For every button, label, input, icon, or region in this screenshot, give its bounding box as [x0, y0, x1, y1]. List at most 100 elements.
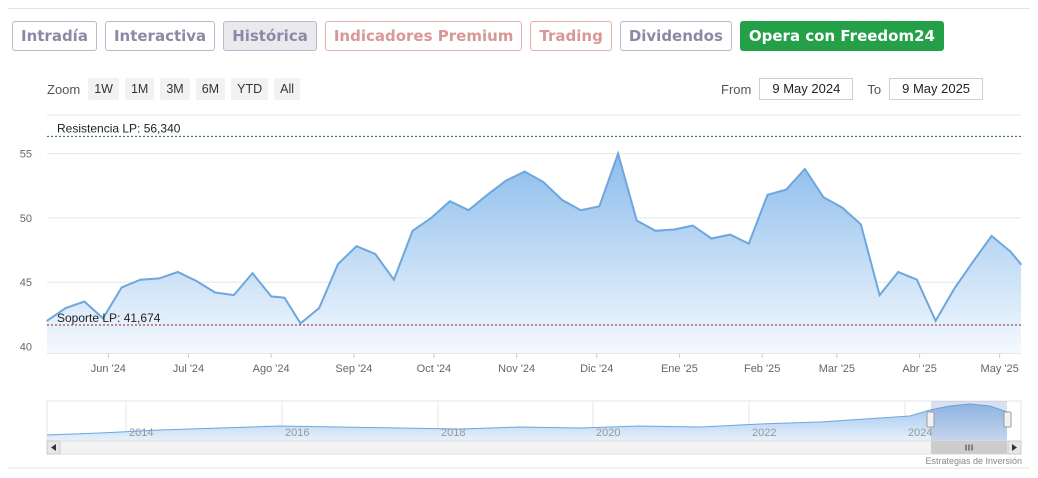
x-tick-label: Sep '24: [335, 363, 372, 375]
price-point: [195, 280, 198, 282]
price-point: [953, 287, 956, 290]
arrow-right-icon: [1012, 444, 1017, 451]
price-points: [46, 152, 1022, 325]
price-point: [897, 271, 900, 273]
zoom-1w-button[interactable]: 1W: [88, 78, 119, 100]
price-point: [822, 196, 825, 199]
price-point: [120, 286, 123, 289]
navigator-year-label: 2022: [752, 427, 776, 439]
grip-icon: [965, 444, 973, 451]
zoom-1m-button[interactable]: 1M: [124, 78, 155, 100]
price-point: [841, 206, 844, 209]
y-tick-label: 50: [20, 213, 32, 225]
x-tick-label: Ene '25: [661, 363, 698, 375]
price-point: [83, 300, 86, 303]
navigator-year-label: 2016: [285, 427, 309, 439]
price-point: [64, 307, 67, 309]
price-point: [1020, 263, 1022, 266]
price-point: [542, 181, 545, 183]
credit-text: Estrategias de Inversión: [925, 456, 1022, 466]
price-point: [785, 188, 787, 191]
tab-histórica[interactable]: Histórica: [223, 21, 317, 51]
date-range: From 9 May 2024 To 9 May 2025: [721, 78, 984, 100]
zoom-ytd-button[interactable]: YTD: [231, 78, 269, 100]
x-tick-label: Oct '24: [417, 363, 452, 375]
to-label: To: [867, 81, 882, 97]
navigator-year-label: 2024: [908, 427, 932, 439]
x-axis: Jun '24 Jul '24 Ago '24 Sep '24 Oct '24 Nov '…: [91, 353, 1019, 375]
navigator-line: [46, 403, 1008, 436]
y-tick-label: 55: [20, 149, 32, 161]
price-point: [878, 294, 881, 296]
price-point: [990, 235, 993, 237]
price-point: [46, 320, 48, 322]
price-point: [232, 294, 235, 296]
top-divider: [8, 8, 1030, 9]
support-label: Soporte LP: 41,674: [57, 311, 161, 325]
y-tick-label: 45: [20, 277, 32, 289]
tab-dividendos[interactable]: Dividendos: [619, 21, 732, 51]
price-point: [139, 278, 142, 281]
x-tick-label: Dic '24: [580, 363, 613, 375]
price-point: [337, 263, 339, 266]
price-point: [318, 307, 320, 309]
navigator-right-handle[interactable]: [1003, 411, 1012, 428]
navigator-year-label: 2014: [129, 427, 153, 439]
zoom-6m-button[interactable]: 6M: [195, 78, 226, 100]
price-point: [617, 152, 619, 155]
price-point: [523, 170, 526, 173]
price-point: [804, 168, 806, 170]
price-point: [283, 296, 286, 299]
price-point: [270, 295, 272, 298]
price-point: [467, 209, 470, 211]
price-point: [748, 242, 750, 245]
price-point: [1009, 250, 1012, 253]
tab-indicadores-premium[interactable]: Indicadores Premium: [324, 21, 523, 51]
price-point: [860, 223, 862, 226]
x-tick-label: May '25: [981, 363, 1019, 375]
price-point: [430, 217, 433, 219]
to-date-input[interactable]: 9 May 2025: [889, 78, 984, 100]
price-point: [355, 245, 358, 248]
tab-intradía[interactable]: Intradía: [12, 21, 97, 51]
navigator-area: [47, 404, 1007, 441]
x-tick-label: Jun '24: [91, 363, 126, 375]
zoom-3m-button[interactable]: 3M: [160, 78, 190, 100]
zoom-label: Zoom: [47, 81, 81, 97]
price-point: [673, 228, 675, 231]
from-label: From: [721, 81, 752, 97]
x-tick-label: Abr '25: [902, 363, 937, 375]
price-point: [449, 200, 451, 202]
tab-opera-con-freedom24[interactable]: Opera con Freedom24: [739, 21, 944, 51]
resistance-label: Resistencia LP: 56,340: [57, 121, 181, 135]
price-point: [374, 253, 377, 255]
y-axis: 40 45 50 55: [20, 149, 32, 354]
x-tick-label: Ago '24: [253, 363, 290, 375]
chart-tabs: Intradía Interactiva Histórica Indicadores …: [12, 21, 944, 51]
price-point: [505, 179, 507, 182]
price-point: [486, 193, 489, 196]
navigator-selection[interactable]: [931, 401, 1007, 441]
navigator-year-label: 2020: [596, 427, 620, 439]
price-point: [691, 224, 694, 227]
price-point: [654, 229, 657, 232]
price-point: [729, 233, 731, 236]
from-date-input[interactable]: 9 May 2024: [759, 78, 854, 100]
tab-interactiva[interactable]: Interactiva: [104, 21, 216, 51]
price-point: [972, 260, 974, 263]
zoom-all-button[interactable]: All: [274, 78, 301, 100]
y-tick-label: 40: [20, 342, 32, 354]
zoom-controls: Zoom 1W 1M 3M 6M YTD All: [47, 78, 301, 100]
price-point: [561, 199, 563, 201]
price-point: [214, 291, 216, 294]
x-tick-label: Jul '24: [173, 363, 204, 375]
x-tick-label: Mar '25: [819, 363, 855, 375]
price-point: [158, 277, 160, 280]
scrollbar-track[interactable]: [46, 440, 1022, 455]
price-point: [393, 278, 395, 281]
navigator-left-handle[interactable]: [926, 411, 935, 428]
x-tick-label: Feb '25: [744, 363, 780, 375]
price-point: [299, 322, 302, 325]
tab-trading[interactable]: Trading: [530, 21, 612, 51]
